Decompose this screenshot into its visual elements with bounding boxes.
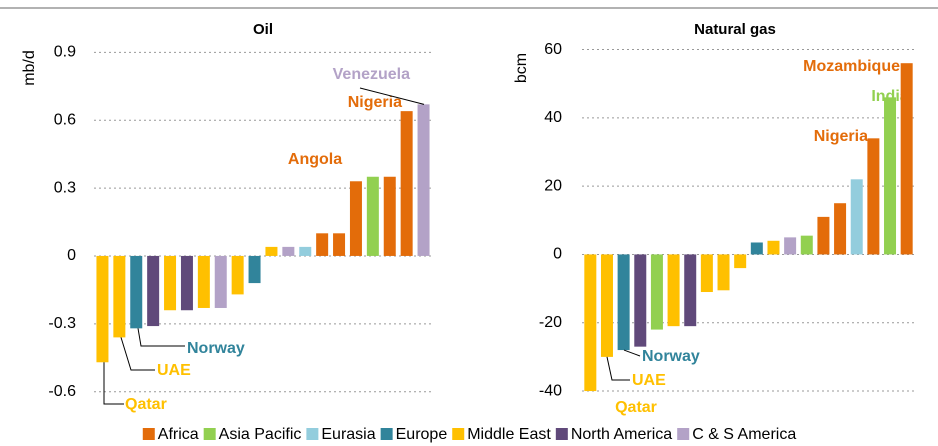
bar-label: Qatar (125, 396, 167, 413)
bar (634, 254, 647, 347)
bar (248, 255, 261, 284)
y-tick-label: -20 (539, 314, 562, 331)
bar-label: India (871, 88, 908, 105)
bar (417, 104, 430, 256)
bar (867, 138, 880, 255)
bar (850, 179, 863, 255)
bar (584, 254, 597, 392)
legend-swatch (380, 428, 393, 440)
bar-label: Nigeria (348, 94, 402, 111)
y-tick-label: -0.3 (48, 315, 76, 332)
bar (800, 235, 813, 255)
legend-label: Eurasia (321, 426, 375, 443)
bar (817, 216, 830, 255)
bar-label: Qatar (615, 399, 657, 416)
bar (750, 242, 763, 255)
y-tick-label: 0.6 (54, 111, 76, 128)
bar (316, 233, 329, 256)
legend-label: Middle East (467, 426, 551, 443)
legend-label: Asia Pacific (219, 426, 302, 443)
legend-label: Africa (158, 426, 199, 443)
bar (383, 176, 396, 256)
bar (130, 255, 143, 329)
bar (400, 111, 413, 256)
leader-line (623, 349, 641, 357)
bar (366, 176, 379, 256)
y-tick-label: 20 (544, 177, 562, 194)
bar (349, 181, 362, 256)
bar (617, 254, 630, 351)
bar-label: UAE (632, 372, 666, 389)
bar-label: Angola (288, 151, 342, 168)
bar (900, 63, 913, 255)
chart-title: Oil (253, 21, 273, 38)
bar-label: UAE (157, 362, 191, 379)
legend-swatch (306, 428, 319, 440)
bar (180, 255, 193, 311)
bar-label: Norway (187, 340, 245, 357)
y-axis-label: mb/d (21, 50, 38, 86)
bar (299, 246, 312, 256)
bar (265, 246, 278, 256)
bar (650, 254, 663, 330)
bar (767, 240, 780, 255)
leader-line (359, 87, 425, 105)
y-tick-label: 0 (67, 247, 76, 264)
bar (333, 233, 346, 256)
y-tick-label: 60 (544, 41, 562, 58)
bar (197, 255, 210, 308)
bar (667, 254, 680, 327)
bar (834, 203, 847, 255)
legend-label: Europe (396, 426, 448, 443)
bar (717, 254, 730, 291)
legend-label: North America (571, 426, 672, 443)
leader-line (120, 337, 155, 371)
y-tick-label: 0.9 (54, 44, 76, 61)
leader-line (606, 356, 630, 381)
legend-swatch (142, 428, 155, 440)
leader-line (103, 362, 124, 405)
bar (784, 237, 797, 255)
leader-line (137, 328, 185, 347)
legend-swatch (452, 428, 465, 440)
bar (684, 254, 697, 327)
bar (700, 254, 713, 293)
bar (734, 254, 747, 269)
y-tick-label: -0.6 (48, 383, 76, 400)
bar-label: Norway (642, 348, 700, 365)
bar-label: Venezuela (333, 66, 410, 83)
bar (600, 254, 613, 357)
y-axis-label: bcm (513, 53, 530, 83)
bar (214, 255, 227, 308)
y-tick-label: -40 (539, 382, 562, 399)
y-tick-label: 0 (553, 246, 562, 263)
bar-label: Mozambique (803, 58, 900, 75)
legend-swatch (677, 428, 690, 440)
y-tick-label: 40 (544, 109, 562, 126)
bar (147, 255, 160, 327)
bar (96, 255, 109, 363)
bar (231, 255, 244, 295)
bar-label: Nigeria (814, 128, 868, 145)
legend-label: C & S America (692, 426, 796, 443)
bar (113, 255, 126, 338)
y-tick-label: 0.3 (54, 179, 76, 196)
bar (884, 97, 897, 255)
legend-swatch (203, 428, 216, 440)
legend-swatch (555, 428, 568, 440)
chart-title: Natural gas (694, 21, 776, 38)
bar (164, 255, 177, 311)
bar (282, 246, 295, 256)
